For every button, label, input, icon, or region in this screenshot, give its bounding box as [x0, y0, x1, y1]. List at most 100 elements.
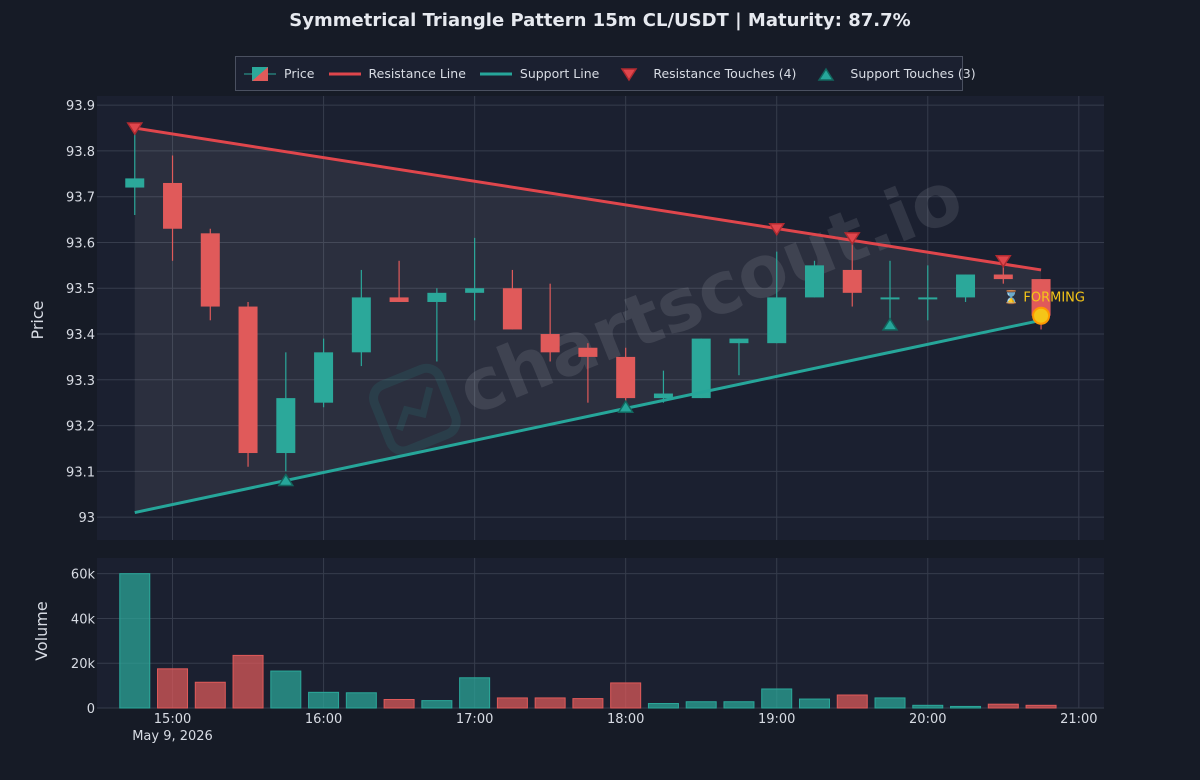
volume-bar	[194, 681, 226, 709]
volume-bar	[610, 682, 642, 709]
volume-bar	[345, 692, 377, 709]
candle	[842, 242, 862, 307]
price-tick-label: 93.9	[66, 99, 95, 114]
candle-body	[993, 274, 1013, 280]
resistance-touch-marker	[994, 255, 1012, 269]
support-line-swatch-icon	[478, 65, 514, 83]
volume-bar	[987, 703, 1019, 709]
candle-body	[956, 274, 976, 298]
volume-bar	[1025, 704, 1057, 709]
candle-body	[163, 182, 183, 229]
candle	[616, 347, 636, 408]
volume-bar	[119, 573, 151, 709]
support-touch-marker	[881, 317, 899, 331]
candle	[729, 338, 749, 376]
resistance-touch-marker	[126, 122, 144, 136]
candle	[276, 352, 296, 472]
x-tick-label: 15:00	[154, 712, 191, 727]
volume-tick-label: 20k	[71, 657, 96, 672]
candle	[653, 370, 673, 403]
candle	[200, 228, 220, 321]
price-tick-label: 93.4	[66, 328, 95, 343]
candle	[389, 260, 409, 302]
volume-bar	[723, 701, 755, 709]
legend-item: Support Touches (3)	[808, 65, 976, 83]
support-touch-marker	[617, 399, 635, 414]
price-tick-label: 93.2	[66, 420, 95, 435]
volume-bar	[459, 677, 491, 709]
candle	[804, 260, 824, 298]
chart-title: Symmetrical Triangle Pattern 15m CL/USDT…	[289, 10, 911, 31]
volume-bar	[572, 698, 604, 709]
candle	[125, 132, 145, 216]
triangle-area	[134, 128, 1042, 513]
legend-label: Support Touches (3)	[850, 66, 976, 81]
candle	[502, 269, 522, 330]
candle-body	[314, 352, 334, 403]
candle-body	[1031, 279, 1051, 316]
candle-body	[238, 306, 258, 454]
candle-body	[351, 297, 371, 353]
volume-bar	[421, 700, 453, 709]
candle	[163, 155, 183, 261]
volume-bar	[496, 697, 528, 709]
legend-item: Support Line	[478, 65, 599, 83]
volume-bar	[534, 697, 566, 709]
candle-body	[465, 288, 485, 293]
price-tick-label: 93.8	[66, 145, 95, 160]
candle	[238, 301, 258, 467]
candle-body	[616, 356, 636, 399]
volume-tick-label: 60k	[71, 568, 96, 583]
x-tick-label: 18:00	[607, 712, 644, 727]
candle-body	[502, 288, 522, 330]
candle	[351, 269, 371, 367]
volume-bar	[232, 654, 264, 709]
price-tick-label: 93	[78, 511, 95, 526]
candle-body	[691, 338, 711, 399]
volume-bar	[647, 703, 679, 709]
price-panel	[97, 96, 1104, 540]
x-tick-label: 17:00	[456, 712, 493, 727]
candle-body	[200, 233, 220, 307]
watermark-logo-icon	[369, 363, 461, 456]
candle-body	[653, 393, 673, 399]
resistance-touch-marker	[768, 222, 786, 237]
volume-tick-label: 0	[87, 702, 95, 717]
legend-item: Price	[242, 65, 315, 83]
forming-label: ⌛ FORMING	[1003, 290, 1085, 306]
volume-bar	[270, 670, 302, 709]
candle-body	[125, 178, 145, 188]
watermark-logo-mark	[396, 386, 434, 432]
volume-axis-title: Volume	[32, 601, 51, 661]
candle-body	[427, 292, 447, 302]
candle-body	[276, 398, 296, 454]
volume-bar	[798, 698, 830, 709]
candle	[314, 338, 334, 408]
legend-label: Resistance Line	[368, 66, 466, 81]
candle	[918, 265, 938, 321]
candle	[465, 237, 485, 321]
candle-body	[767, 297, 787, 344]
candle-body	[389, 297, 409, 302]
x-tick-label: 16:00	[305, 712, 342, 727]
price-tick-label: 93.3	[66, 374, 95, 389]
resistance-line	[134, 126, 1042, 272]
candle	[691, 338, 711, 399]
candle	[540, 283, 560, 362]
price-tick-label: 93.1	[66, 465, 95, 480]
legend: Price Resistance Line Support Line Resistan…	[235, 56, 976, 91]
volume-bar	[761, 688, 793, 709]
candle	[956, 274, 976, 302]
candle-body	[540, 334, 560, 353]
candle-swatch-icon	[242, 65, 278, 83]
resistance-marker-swatch-icon	[611, 65, 647, 83]
volume-bar	[308, 691, 340, 709]
candle-body	[842, 269, 862, 293]
volume-tick-label: 40k	[71, 612, 96, 627]
volume-panel	[97, 558, 1104, 708]
support-touch-marker	[277, 473, 295, 487]
x-tick-label: 19:00	[758, 712, 795, 727]
candle	[767, 251, 787, 344]
legend-item: Resistance Line	[327, 65, 466, 83]
